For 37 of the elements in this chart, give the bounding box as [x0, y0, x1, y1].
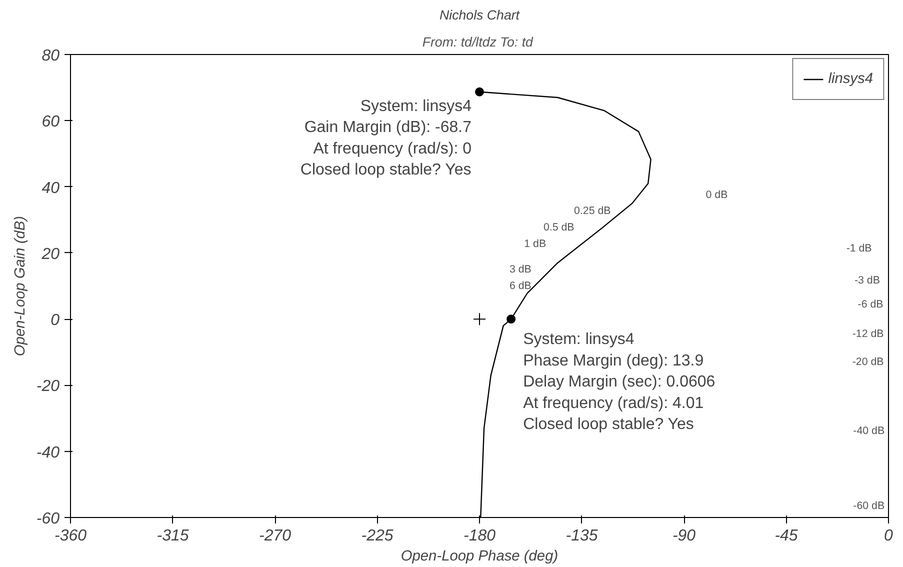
x-tick-label: -360 [54, 528, 87, 544]
annotation: -40 dB [853, 424, 885, 437]
x-tick-label: -315 [156, 528, 189, 544]
x-tick-label: -90 [672, 528, 696, 544]
annotation: -12 dB [852, 328, 884, 340]
legend-label: linsys4 [828, 71, 873, 87]
annotation: -6 dB [858, 298, 884, 311]
x-tick-label: -270 [258, 528, 292, 544]
annotation: 6 dB [509, 280, 532, 292]
annotation: -60 dB [853, 500, 885, 512]
annotation: -20 dB [852, 356, 884, 368]
chart-title: Nichols Chart [440, 8, 521, 22]
annotation: 1 dB [524, 238, 546, 250]
x-tick-label: -135 [566, 528, 598, 544]
y-axis-title: Open-Loop Gain (dB) [12, 216, 28, 356]
y-tick-label: -40 [36, 444, 60, 462]
x-tick-label: 0 [884, 528, 894, 544]
annotation: 0.25 dB [574, 204, 611, 217]
x-tick-label: -225 [361, 528, 394, 544]
y-tick-label: 0 [50, 312, 60, 330]
annotation: System: linsys4 Gain Margin (dB): -68.7 At frequency (rad/s): 0 Closed loop stable? Yes [300, 98, 472, 179]
x-axis-title: Open-Loop Phase (deg) [400, 548, 558, 564]
y-tick-label: -20 [36, 378, 60, 396]
x-tick-label: -45 [774, 528, 798, 544]
chart-subtitle: From: td/ltdz To: td [422, 34, 534, 50]
y-tick-label: 80 [42, 48, 60, 64]
annotation: -1 dB [846, 242, 872, 254]
y-tick-label: -60 [36, 510, 60, 528]
y-tick-label: 20 [40, 246, 60, 263]
y-tick-label: 40 [42, 180, 60, 197]
annotation: 3 dB [509, 263, 532, 276]
y-tick-label: 60 [42, 114, 60, 131]
annotation: 0.5 dB [543, 222, 574, 234]
annotation: System: linsys4 Phase Margin (deg): 13.9 Delay Margin (sec): 0.0606 At frequency (rad/s): 4.01 Closed loop stable? Yes [523, 331, 716, 434]
annotation: -3 dB [854, 274, 880, 286]
annotation: 0 dB [706, 188, 728, 201]
x-tick-label: -180 [463, 528, 496, 544]
